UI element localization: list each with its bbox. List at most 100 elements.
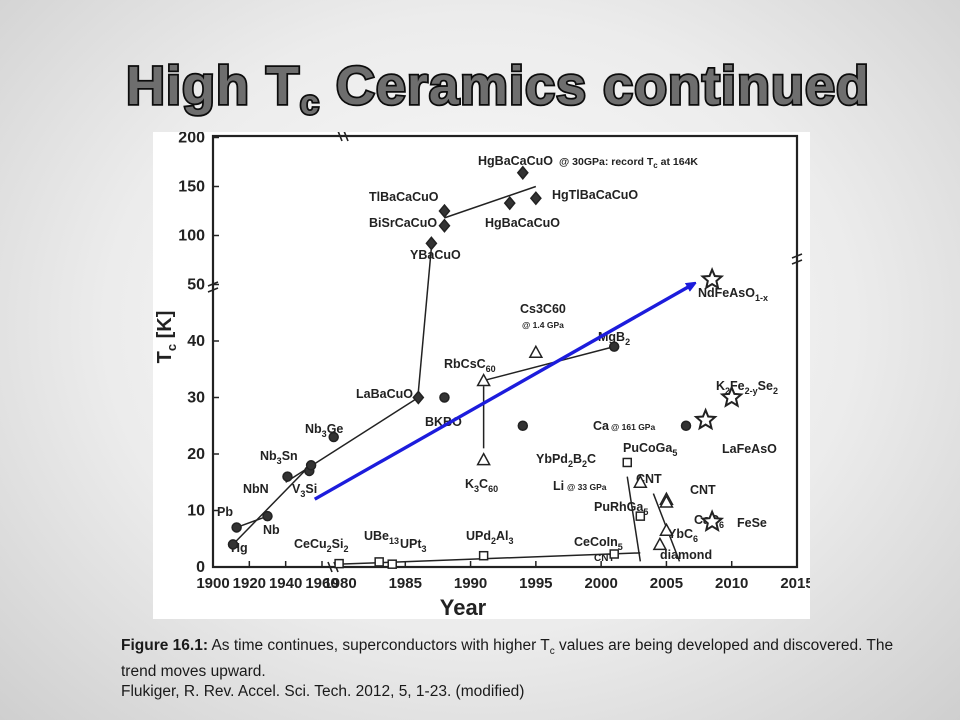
label-nb: Nb	[263, 523, 280, 537]
link-cuprates	[444, 185, 537, 219]
point-hgbacacuo	[503, 195, 516, 211]
point-nb	[262, 510, 273, 522]
label-purhga5: PuRhGa5	[594, 500, 648, 517]
point-pb	[231, 522, 242, 533]
axis-break-top	[337, 130, 349, 142]
y-axis-label: Tc [K]	[154, 311, 179, 364]
caption-label: Figure 16.1:	[121, 637, 208, 654]
y-tick-30: 30	[187, 390, 205, 407]
y-tick-20: 20	[187, 446, 205, 463]
point-hgtlbacacuo	[529, 191, 542, 206]
title-rest: Ceramics continued	[320, 56, 870, 116]
point-nb3sn	[305, 460, 317, 471]
point-purhga5	[635, 511, 646, 521]
point-cecu2si2	[334, 558, 344, 569]
superconductor-chart: 0 10 20 30 40 50 100 150 200 1900 1920 1940 1960 198…	[153, 130, 814, 620]
annotation-hg-pressure-sub: c	[653, 161, 658, 170]
label-li: Li	[553, 479, 564, 493]
label-lafeaso: LaFeAsO	[722, 442, 777, 456]
point-bkbo	[439, 392, 450, 403]
x-tick-1900: 1900	[196, 575, 229, 592]
point-cecoin5	[609, 549, 619, 559]
x-tick-1920: 1920	[233, 575, 266, 592]
label-pucoga5: PuCoGa5	[623, 441, 677, 458]
point-k3c60	[476, 452, 491, 466]
label-ndfeaso: NdFeAsO1-x	[698, 286, 768, 303]
figure-caption: Figure 16.1: As time continues, supercon…	[121, 636, 901, 702]
title-subscript: c	[300, 84, 320, 122]
point-cs3c60	[528, 344, 544, 359]
slide-title: High Tc Ceramics continued	[124, 54, 871, 122]
caption-text-tail: values are being developed and discovere…	[121, 637, 894, 681]
annotation-li-pressure: @ 33 GPa	[567, 482, 607, 492]
x-tick-2005: 2005	[650, 575, 683, 592]
x-tick-1995: 1995	[519, 575, 552, 592]
point-ybc6	[659, 522, 674, 537]
label-ybacuo: YBaCuO	[410, 248, 461, 262]
point-labacuo	[412, 390, 425, 405]
y-tick-40: 40	[187, 333, 205, 350]
y-tick-200: 200	[178, 132, 205, 147]
y-tick-50: 50	[187, 277, 205, 294]
x-tick-2015: 2015	[780, 575, 810, 592]
point-ca	[680, 420, 692, 431]
label-diamond: diamond	[660, 548, 712, 562]
caption-citation: Flukiger, R. Rev. Accel. Sci. Tech. 2012…	[121, 683, 525, 701]
label-nbn: NbN	[243, 482, 269, 496]
plot-frame	[211, 134, 799, 569]
label-k3c60: K3C60	[465, 477, 498, 494]
label-upd2al3: UPd2Al3	[466, 529, 514, 546]
label-v3si: V3Si	[292, 482, 317, 499]
label-cnt-3: CNT	[690, 483, 716, 497]
y-axis-label-sub: c	[164, 344, 179, 351]
point-lafeaso	[693, 407, 718, 431]
link-pb-nb	[236, 515, 268, 529]
label-ube13: UBe13	[364, 529, 399, 546]
label-cecoin5: CeCoIn5	[574, 535, 623, 552]
label-ybpd2b2c: YbPd2B2C	[536, 452, 596, 469]
label-tlbacacuo: TlBaCaCuO	[369, 190, 439, 204]
y-axis-label-main: T	[154, 351, 176, 363]
x-tick-2010: 2010	[715, 575, 748, 592]
y-tick-150: 150	[178, 179, 205, 196]
label-hgbacacuo-top: HgBaCaCuO	[478, 154, 553, 168]
label-cecu2si2: CeCu2Si2	[294, 537, 349, 554]
point-mgb2	[608, 341, 620, 352]
axis-break-right	[791, 253, 803, 265]
point-upd2al3	[478, 550, 489, 561]
label-cnt-1: CNT	[594, 553, 615, 564]
label-bkbo: BKBO	[425, 415, 462, 429]
link-pucoga5	[626, 476, 642, 562]
point-nbn	[282, 471, 293, 482]
link-rbcs-mgb2	[483, 345, 615, 382]
point-li	[633, 474, 648, 488]
label-labacuo: LaBaCuO	[356, 387, 413, 401]
label-hgbacacuo: HgBaCaCuO	[485, 216, 560, 230]
annotation-hg-pressure: @ 30GPa: record Tc at 164K	[559, 156, 698, 170]
label-ybc6: YbC6	[668, 527, 698, 544]
annotation-hg-pressure-tail: at 164K	[658, 156, 699, 168]
point-ndfeaso1-x	[700, 266, 725, 290]
y-axis-label-unit: [K]	[154, 311, 176, 344]
label-hgtlbacacuo: HgTlBaCaCuO	[552, 188, 638, 202]
point-nb3ge	[328, 431, 339, 443]
annotation-ca-pressure: @ 161 GPa	[611, 422, 655, 432]
label-ca: Ca	[593, 419, 610, 433]
caption-text: As time continues, superconductors with …	[208, 637, 550, 654]
point-ybpd2b2c	[517, 420, 529, 431]
label-pb: Pb	[217, 505, 233, 519]
label-bisrcacuo: BiSrCaCuO	[369, 216, 437, 230]
annotation-cs3c60-pressure: @ 1.4 GPa	[522, 320, 564, 330]
annotation-hg-pressure-main: @ 30GPa: record T	[559, 156, 654, 168]
point-hgbacacuo-30gpa	[516, 165, 529, 180]
point-cac6	[659, 494, 674, 508]
point-ybacuo	[425, 236, 438, 251]
x-tick-1990: 1990	[454, 575, 487, 592]
x-tick-2000: 2000	[584, 575, 617, 592]
label-fese: FeSe	[737, 516, 767, 530]
point-diamond	[652, 536, 668, 551]
link-hg-nb3sn	[232, 461, 314, 545]
label-nb3sn: Nb3Sn	[260, 449, 298, 466]
point-ube13	[374, 557, 384, 567]
y-tick-0: 0	[196, 559, 205, 576]
